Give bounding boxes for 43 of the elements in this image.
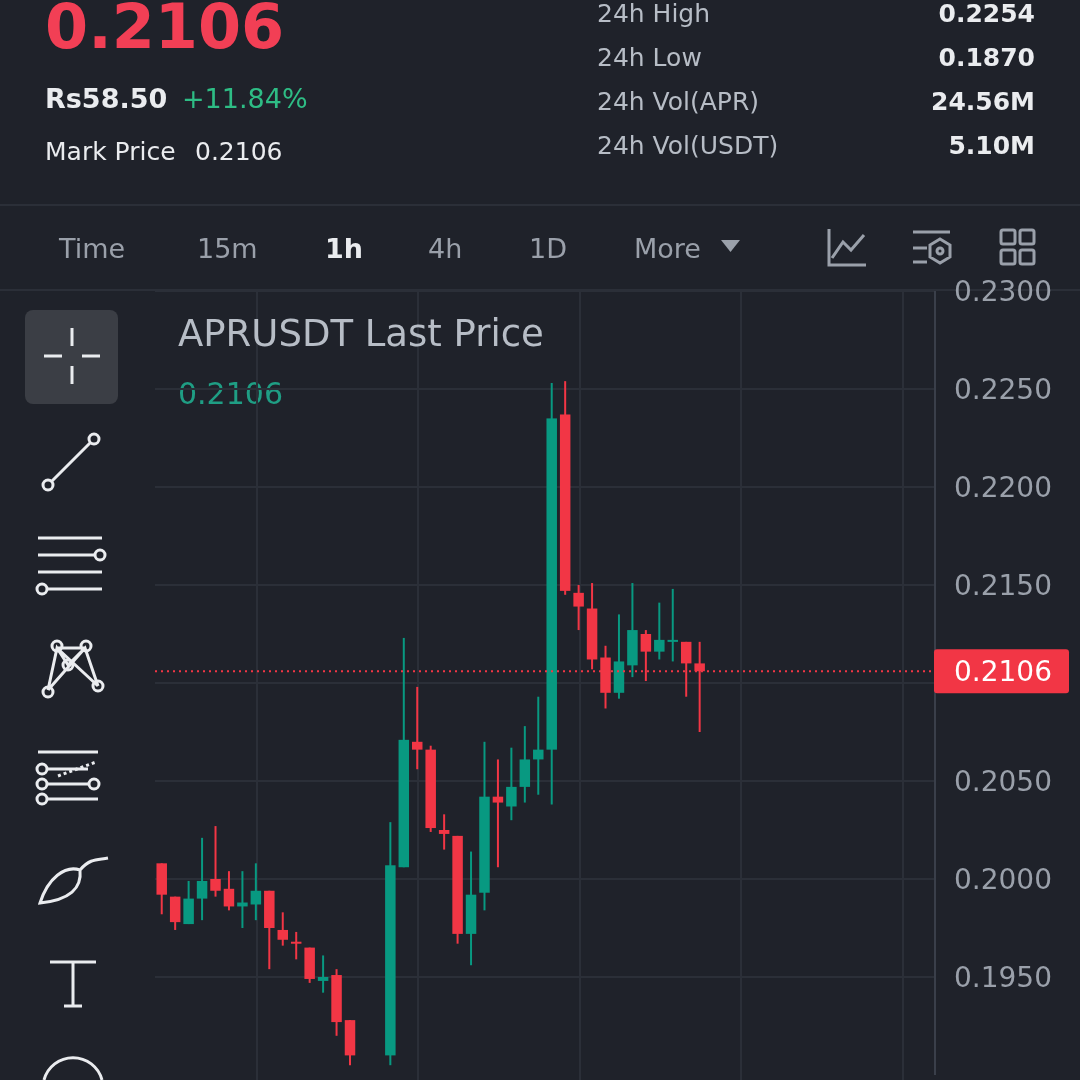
- text: More: [634, 233, 701, 264]
- text: 24h High: [597, 0, 711, 28]
- text: Mark Price: [45, 137, 176, 166]
- candlestick: [667, 587, 678, 663]
- y-tick-label: 0.2000: [954, 862, 1052, 896]
- candlestick: [250, 862, 262, 922]
- text: 0.2106: [45, 0, 285, 63]
- candlestick: [438, 813, 450, 851]
- candlestick: [223, 870, 235, 912]
- text: 0.2106: [195, 137, 283, 166]
- text: 1h: [325, 233, 364, 264]
- candlestick: [573, 584, 584, 632]
- candlestick: [210, 825, 221, 898]
- text: 1D: [529, 233, 567, 264]
- text: 0.2254: [938, 0, 1035, 28]
- candlestick: [412, 685, 423, 771]
- y-tick-label: 0.2150: [954, 568, 1052, 602]
- candlestick: [196, 836, 208, 922]
- text: 5.10M: [948, 131, 1035, 160]
- y-tick-label: 0.2300: [954, 274, 1052, 308]
- y-tick-label: 0.2200: [954, 470, 1052, 504]
- candlestick: [654, 601, 665, 661]
- y-tick-label: 0.2050: [954, 764, 1052, 798]
- text: 15m: [197, 233, 258, 264]
- text: 4h: [428, 233, 463, 264]
- text: Time: [58, 233, 126, 264]
- candlestick: [317, 954, 329, 994]
- candlestick: [290, 930, 302, 961]
- text: Rs58.50: [45, 83, 168, 114]
- text: 24h Vol(APR): [597, 87, 760, 116]
- text: 24.56M: [931, 87, 1035, 116]
- text: 24h Low: [597, 43, 702, 72]
- text: APRUSDT Last Price: [178, 312, 544, 355]
- text: 0.1870: [938, 43, 1035, 72]
- ref-line-label: 0.2106: [954, 655, 1052, 689]
- candlestick: [506, 746, 517, 822]
- text: +11.84%: [182, 83, 308, 114]
- candlestick: [533, 695, 544, 796]
- candlestick: [277, 911, 288, 947]
- y-tick-label: 0.1950: [954, 960, 1052, 994]
- y-tick-label: 0.2250: [954, 372, 1052, 406]
- candlestick: [492, 758, 504, 869]
- text: 24h Vol(USDT): [597, 131, 779, 160]
